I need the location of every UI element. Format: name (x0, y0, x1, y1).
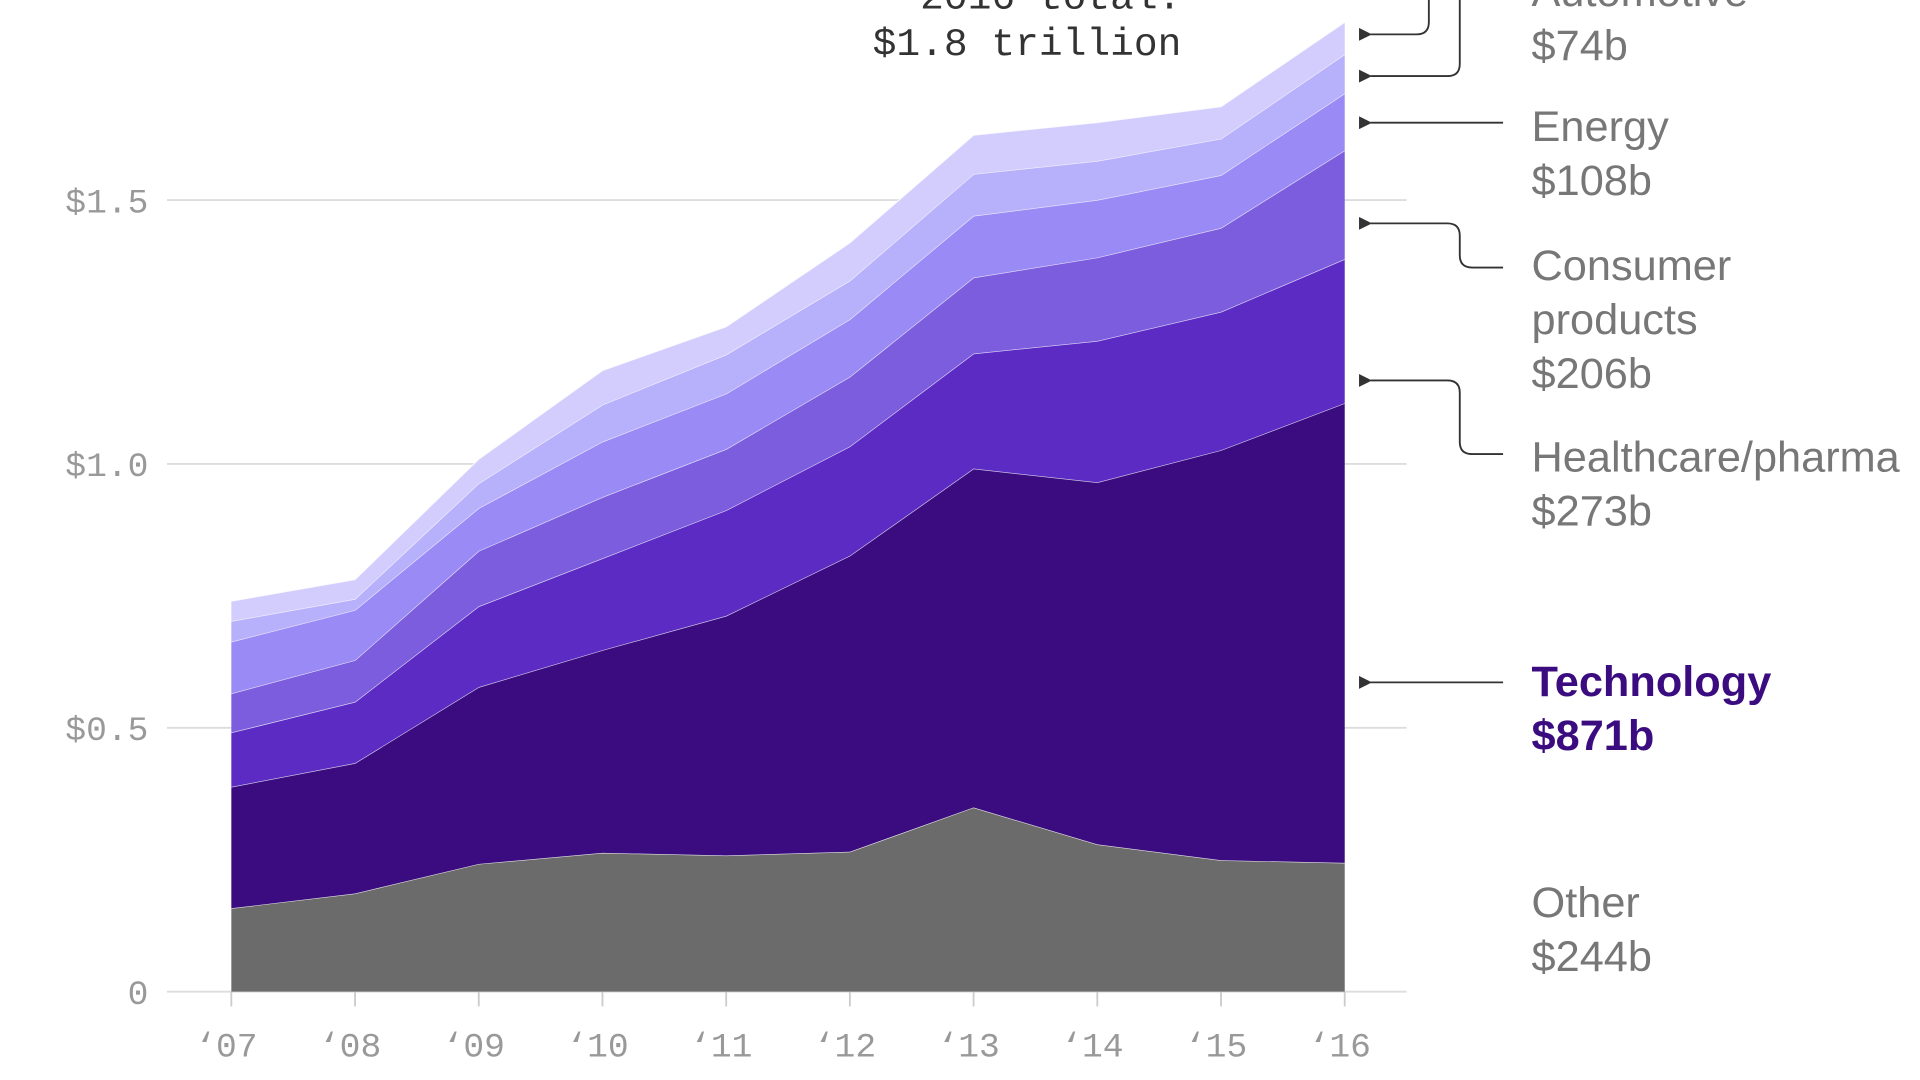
series-end-label: $273b (1531, 487, 1652, 536)
area (231, 259, 1345, 787)
leader (1359, 0, 1430, 41)
ticks: 0 $0.5 $1.0 $1.5 ‘07 ‘08 ‘09 ‘10 ‘11 ‘12 ‘13 ‘14 ‘15… (65, 184, 1371, 1067)
area (231, 807, 1345, 992)
series-label: Consumer products $206b (1532, 239, 1829, 401)
area (231, 403, 1345, 909)
y-tick-label: 0 (128, 976, 149, 1015)
x-tick-label: ‘13 (937, 1029, 999, 1068)
leader (1359, 216, 1504, 269)
area (231, 54, 1345, 642)
x-tick-label: ‘16 (1309, 1029, 1371, 1068)
y-tick-label: $0.5 (65, 712, 148, 751)
series-name: Consumer products (1531, 241, 1732, 344)
area-edge (231, 21, 1346, 602)
x-tick-label: ‘07 (195, 1029, 257, 1068)
series-label: Technology $871b (1532, 655, 1829, 763)
series-name: Other (1531, 878, 1640, 927)
series-label: Energy $108b (1532, 101, 1829, 209)
series-end-label: $74b (1531, 22, 1628, 70)
y-tick-label: $1.5 (65, 184, 148, 223)
x-tick-label: ‘14 (1061, 1029, 1123, 1068)
leader (1359, 0, 1461, 83)
series-end-label: $244b (1531, 932, 1652, 981)
x-tick-label: ‘12 (814, 1029, 876, 1068)
x-tick-label: ‘09 (443, 1029, 505, 1068)
series-name: Automotive (1532, 0, 1829, 20)
leader-lines (1359, 0, 1504, 689)
series-end-label: $871b (1531, 711, 1655, 760)
total-annotation: 2016 total: $1.8 trillion (872, 0, 1182, 68)
x-tick-label: ‘15 (1185, 1029, 1247, 1068)
series-label: Healthcare/pharma $273b (1531, 431, 1900, 539)
series-name: Healthcare/pharma (1531, 433, 1900, 482)
series-name: Energy (1531, 103, 1669, 151)
area (231, 150, 1345, 733)
leader (1359, 374, 1504, 456)
series-label: Automotive$74b (1532, 0, 1829, 74)
y-tick-label: $1.0 (65, 448, 148, 487)
series-end-label: $108b (1531, 157, 1652, 205)
area (231, 93, 1345, 694)
series-end-label: $206b (1531, 349, 1652, 398)
series-name: Technology (1531, 657, 1772, 706)
x-tick-label: ‘11 (690, 1029, 752, 1068)
areas (231, 21, 1346, 992)
x-tick-label: ‘10 (566, 1029, 628, 1068)
x-tick-label: ‘08 (319, 1029, 381, 1068)
series-label: Other $244b (1532, 876, 1829, 984)
